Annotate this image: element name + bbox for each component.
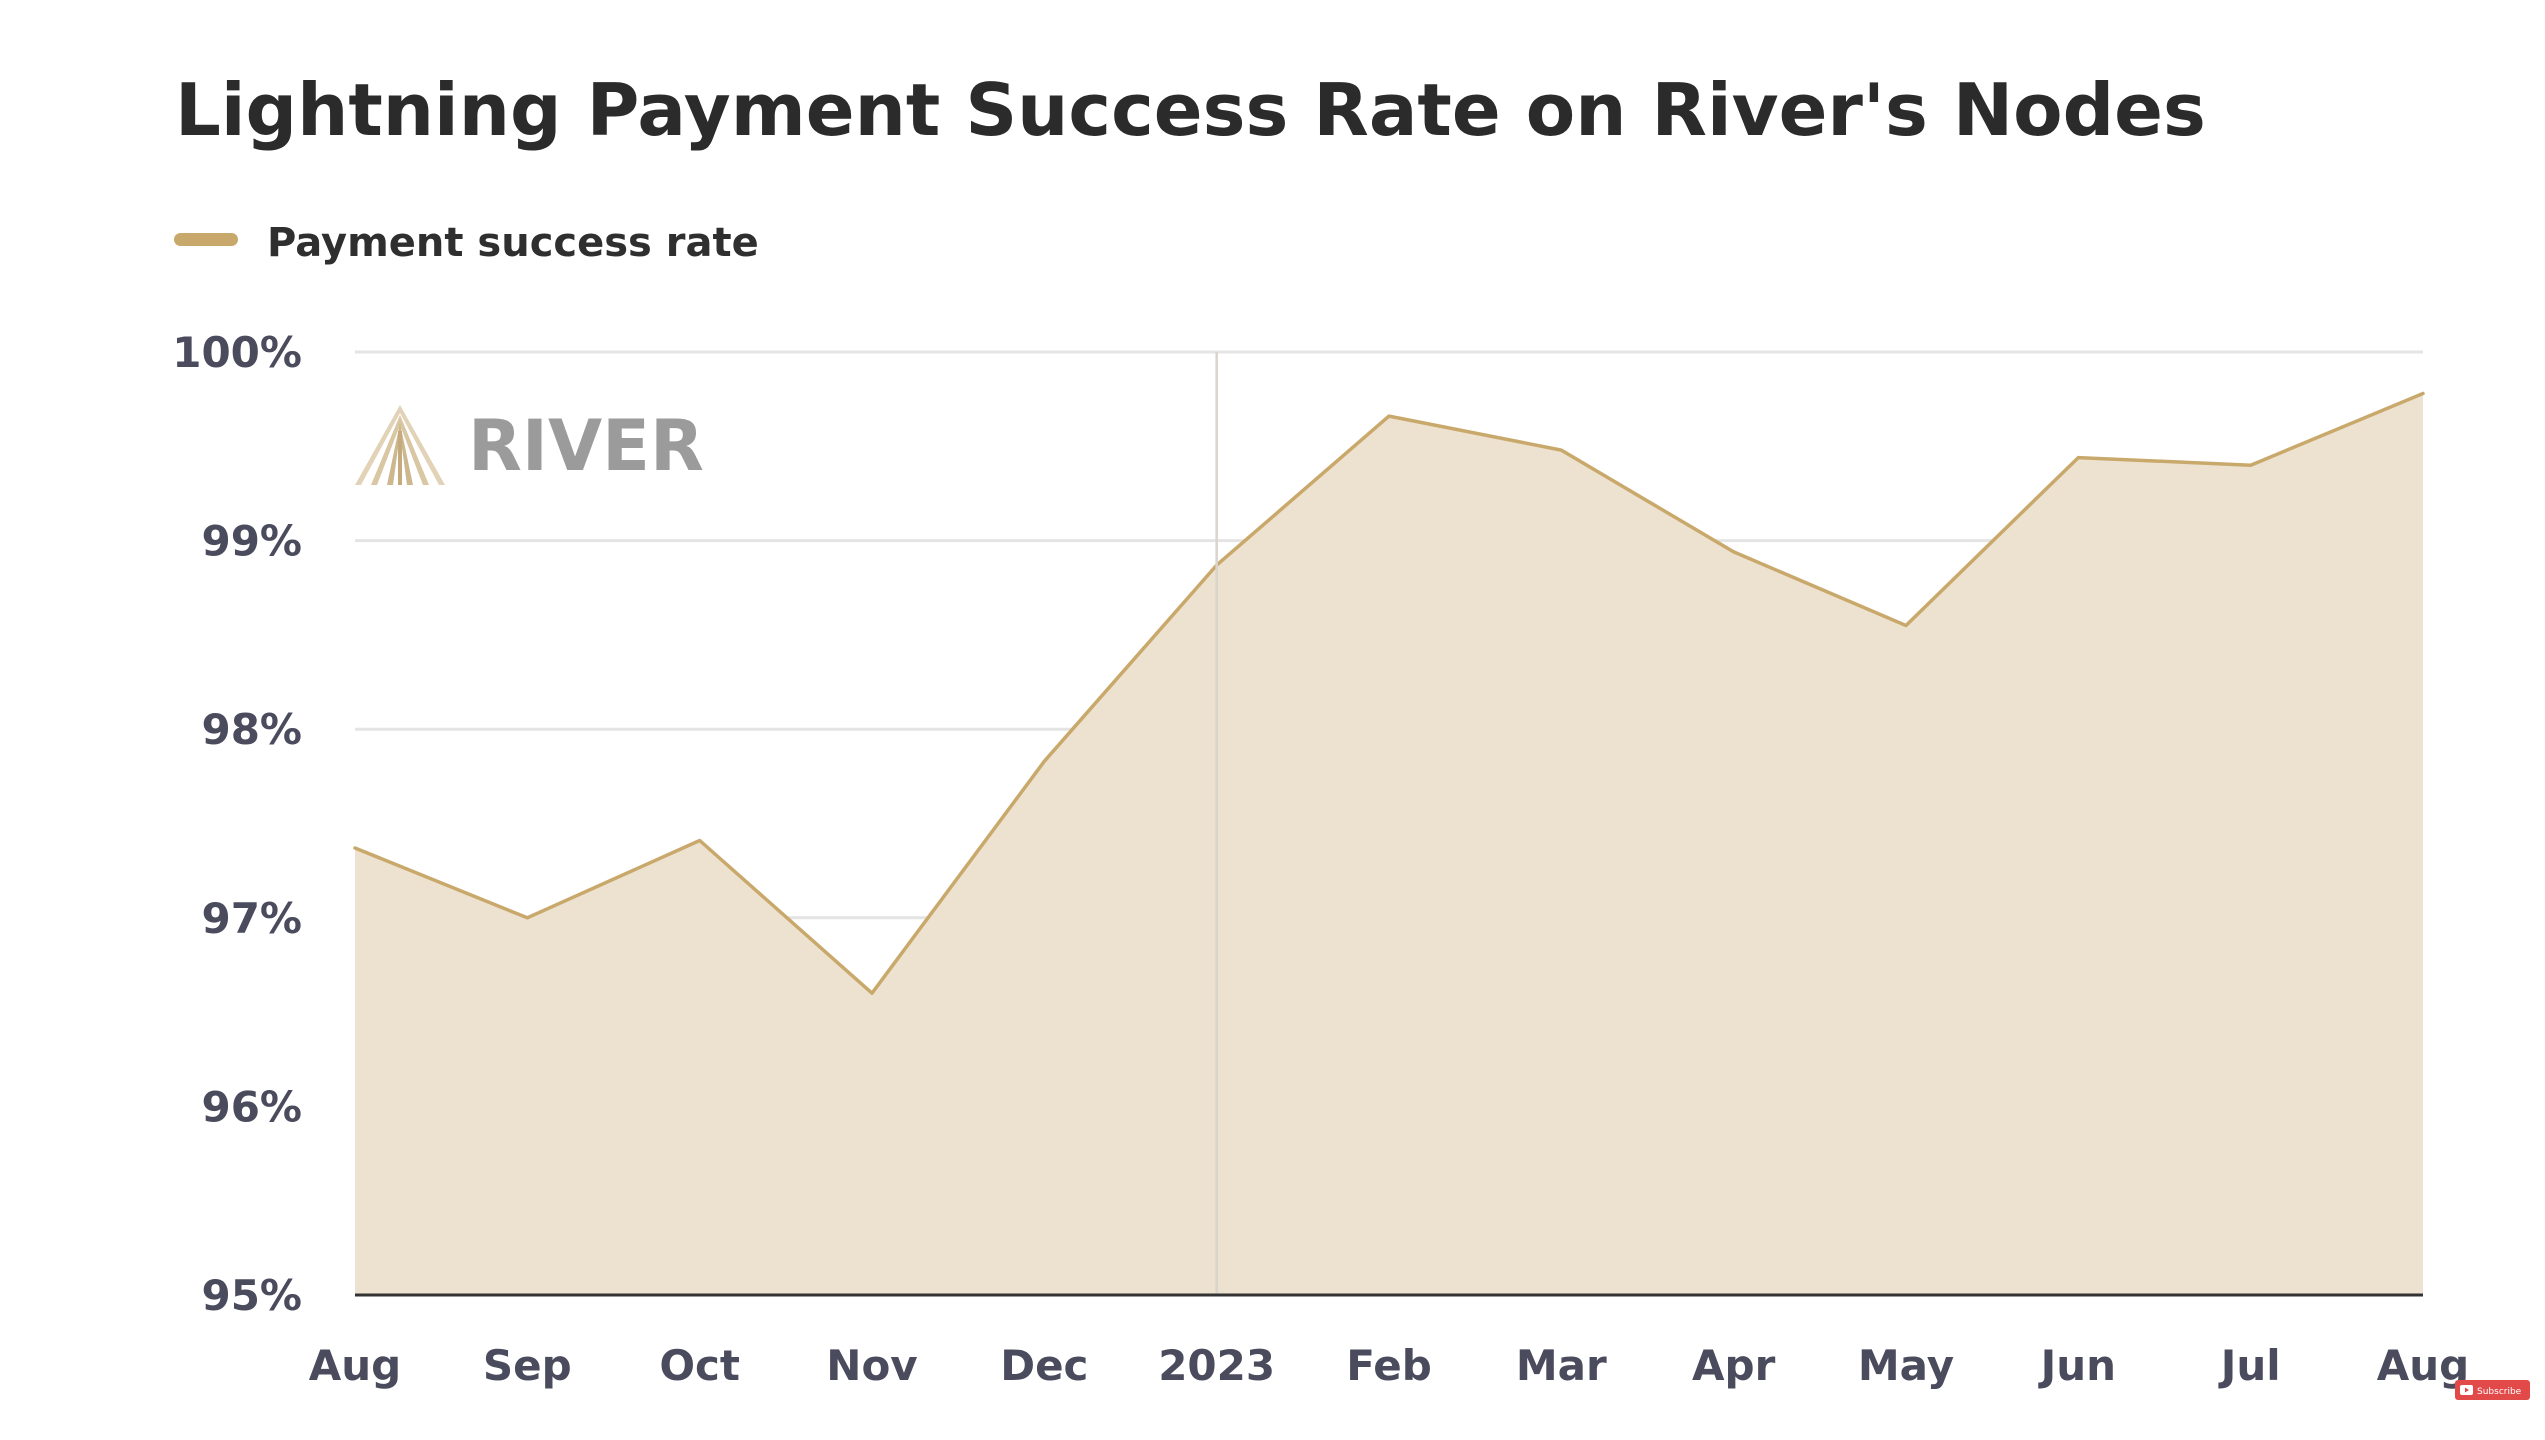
x-tick-label: 2023 bbox=[1158, 1341, 1275, 1390]
area-fill bbox=[355, 393, 2423, 1295]
x-tick-label: Mar bbox=[1516, 1341, 1607, 1390]
x-tick-label: Feb bbox=[1346, 1341, 1432, 1390]
x-tick-label: Sep bbox=[483, 1341, 572, 1390]
subscribe-badge[interactable]: Subscribe bbox=[2455, 1380, 2530, 1400]
x-tick-label: Dec bbox=[1000, 1341, 1088, 1390]
x-tick-label: Aug bbox=[2377, 1341, 2469, 1390]
river-logo-icon bbox=[355, 405, 445, 485]
series-layer bbox=[353, 391, 2425, 1295]
series-line bbox=[353, 391, 2425, 995]
youtube-play-icon bbox=[2460, 1385, 2473, 1395]
y-tick-label: 97% bbox=[201, 894, 302, 943]
x-tick-label: Aug bbox=[309, 1341, 401, 1390]
x-tick-label: Nov bbox=[826, 1341, 917, 1390]
y-tick-label: 98% bbox=[201, 705, 302, 754]
legend-swatch bbox=[174, 233, 238, 246]
y-axis-ticks: 95% 96% 97% 98% 99% 100% bbox=[172, 328, 302, 1320]
y-tick-label: 99% bbox=[201, 517, 302, 566]
x-tick-label: May bbox=[1858, 1341, 1954, 1390]
x-tick-label: Jul bbox=[2218, 1341, 2281, 1390]
subscribe-badge-bg[interactable] bbox=[2455, 1380, 2530, 1400]
x-axis-ticks: Aug Sep Oct Nov Dec 2023 Feb Mar Apr May Jun Jul Aug bbox=[309, 1341, 2469, 1390]
watermark: RIVER bbox=[355, 405, 704, 487]
y-tick-label: 100% bbox=[172, 328, 302, 377]
x-tick-label: Oct bbox=[659, 1341, 740, 1390]
legend: Payment success rate bbox=[174, 220, 759, 266]
y-tick-label: 95% bbox=[201, 1271, 302, 1320]
y-tick-label: 96% bbox=[201, 1082, 302, 1131]
legend-label: Payment success rate bbox=[267, 220, 759, 266]
chart-title: Lightning Payment Success Rate on River'… bbox=[175, 68, 2206, 152]
subscribe-label: Subscribe bbox=[2477, 1387, 2522, 1397]
watermark-text: RIVER bbox=[468, 405, 704, 487]
x-tick-label: Jun bbox=[2038, 1341, 2116, 1390]
x-tick-label: Apr bbox=[1692, 1341, 1776, 1390]
